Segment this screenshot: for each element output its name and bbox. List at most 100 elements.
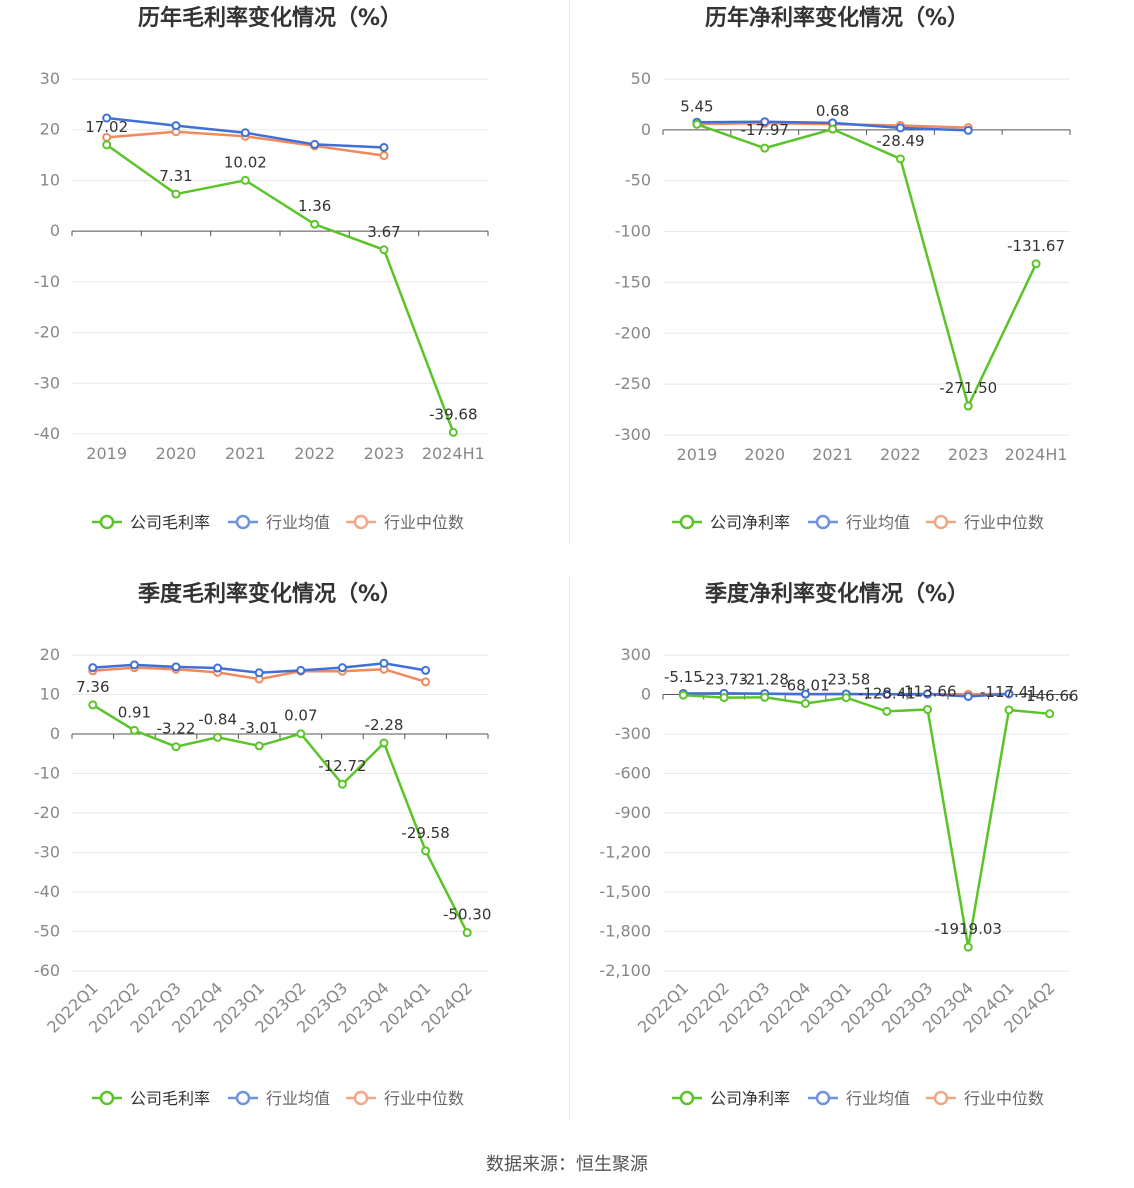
- data-point-company[interactable]: [448, 427, 458, 437]
- data-point-company[interactable]: [102, 140, 112, 150]
- data-label: 5.45: [680, 97, 713, 115]
- data-point-company[interactable]: [337, 779, 347, 789]
- legend-item-company[interactable]: 公司毛利率: [92, 1089, 210, 1108]
- data-point-avg[interactable]: [421, 665, 431, 675]
- data-label: -23.58: [822, 671, 870, 689]
- data-point-avg[interactable]: [129, 660, 139, 670]
- data-point-avg[interactable]: [963, 691, 973, 701]
- data-point-company[interactable]: [379, 738, 389, 748]
- data-label: 7.36: [76, 678, 109, 696]
- data-point-company[interactable]: [963, 401, 973, 411]
- data-point-avg[interactable]: [213, 663, 223, 673]
- data-point-company[interactable]: [254, 741, 264, 751]
- data-point-company[interactable]: [963, 942, 973, 952]
- data-point-company[interactable]: [421, 846, 431, 856]
- data-point-company[interactable]: [171, 742, 181, 752]
- data-point-avg[interactable]: [882, 689, 892, 699]
- y-tick-label: -300: [615, 724, 651, 743]
- data-point-company[interactable]: [923, 704, 933, 714]
- data-point-median[interactable]: [421, 677, 431, 687]
- data-point-avg[interactable]: [296, 665, 306, 675]
- legend-item-median[interactable]: 行业中位数: [926, 513, 1044, 532]
- data-point-avg[interactable]: [963, 125, 973, 135]
- x-tick-label: 2019: [86, 444, 127, 463]
- data-label: -0.84: [198, 710, 237, 728]
- y-tick-label: 300: [620, 645, 651, 664]
- chart-title: 季度毛利率变化情况（%）: [138, 581, 402, 607]
- legend-item-company[interactable]: 公司净利率: [672, 513, 790, 532]
- data-point-company[interactable]: [719, 693, 729, 703]
- legend-label: 公司毛利率: [130, 1089, 210, 1108]
- data-point-avg[interactable]: [800, 689, 810, 699]
- legend-label: 行业均值: [846, 513, 910, 532]
- data-label: 0.68: [816, 102, 849, 120]
- data-point-company[interactable]: [895, 154, 905, 164]
- data-point-company[interactable]: [213, 732, 223, 742]
- chart-svg-3: 季度净利率变化情况（%） 300 0 -300 -600 -900 -1,200 -1,500…: [599, 581, 1078, 1108]
- data-point-company[interactable]: [310, 219, 320, 229]
- chart-annual-net-margin: 历年净利率变化情况（%） 50 0 -50 -100 -150 -200 -250 -300 20…: [567, 0, 1134, 576]
- legend-label: 行业中位数: [964, 513, 1044, 532]
- data-point-avg[interactable]: [240, 128, 250, 138]
- data-point-company[interactable]: [379, 245, 389, 255]
- data-point-avg[interactable]: [337, 663, 347, 673]
- data-point-avg[interactable]: [171, 662, 181, 672]
- y-tick-label: 0: [50, 221, 60, 240]
- y-tick-label: -30: [34, 843, 60, 862]
- data-point-avg[interactable]: [171, 121, 181, 131]
- data-point-company[interactable]: [240, 175, 250, 185]
- data-point-avg[interactable]: [1004, 689, 1014, 699]
- y-tick-label: -150: [615, 272, 651, 291]
- data-label: 7.31: [159, 167, 192, 185]
- data-point-company[interactable]: [296, 729, 306, 739]
- data-label: -28.49: [876, 132, 924, 150]
- legend-item-avg[interactable]: 行业均值: [228, 513, 330, 532]
- legend-item-avg[interactable]: 行业均值: [808, 1089, 910, 1108]
- chart-quarterly-net-margin: 季度净利率变化情况（%） 300 0 -300 -600 -900 -1,200 -1,500…: [567, 576, 1134, 1152]
- data-point-company[interactable]: [760, 143, 770, 153]
- data-point-avg[interactable]: [310, 139, 320, 149]
- data-point-company[interactable]: [828, 124, 838, 134]
- data-point-company[interactable]: [1004, 705, 1014, 715]
- legend-item-avg[interactable]: 行业均值: [808, 513, 910, 532]
- data-point-company[interactable]: [129, 725, 139, 735]
- legend-item-avg[interactable]: 行业均值: [228, 1089, 330, 1108]
- chart-svg-1: 历年净利率变化情况（%） 50 0 -50 -100 -150 -200 -250 -300 20…: [615, 5, 1071, 532]
- data-point-company[interactable]: [800, 698, 810, 708]
- data-point-company[interactable]: [1031, 259, 1041, 269]
- data-point-avg[interactable]: [102, 113, 112, 123]
- legend-label: 行业中位数: [964, 1089, 1044, 1108]
- data-point-company[interactable]: [882, 706, 892, 716]
- legend-item-company[interactable]: 公司毛利率: [92, 513, 210, 532]
- data-point-avg[interactable]: [760, 117, 770, 127]
- y-tick-label: -10: [34, 764, 60, 783]
- data-point-avg[interactable]: [254, 668, 264, 678]
- data-point-company[interactable]: [1045, 709, 1055, 719]
- y-tick-label: -300: [615, 425, 651, 444]
- y-tick-label: 10: [40, 685, 60, 704]
- legend-item-company[interactable]: 公司净利率: [672, 1089, 790, 1108]
- x-tick-label: 2024H1: [422, 444, 485, 463]
- data-label: 3.67: [367, 223, 400, 241]
- data-point-median[interactable]: [379, 151, 389, 161]
- data-point-avg[interactable]: [88, 663, 98, 673]
- y-tick-label: -1,500: [599, 882, 651, 901]
- legend-item-median[interactable]: 行业中位数: [346, 1089, 464, 1108]
- data-point-avg[interactable]: [923, 689, 933, 699]
- legend-label: 行业中位数: [384, 513, 464, 532]
- data-point-company[interactable]: [88, 700, 98, 710]
- data-point-avg[interactable]: [895, 123, 905, 133]
- data-point-avg[interactable]: [379, 658, 389, 668]
- legend-item-median[interactable]: 行业中位数: [926, 1089, 1044, 1108]
- data-point-company[interactable]: [171, 189, 181, 199]
- data-point-avg[interactable]: [379, 142, 389, 152]
- x-tick-label: 2021: [225, 444, 266, 463]
- data-label: 0.91: [118, 703, 151, 721]
- data-point-company[interactable]: [692, 119, 702, 129]
- data-point-company[interactable]: [760, 692, 770, 702]
- data-point-company[interactable]: [462, 928, 472, 938]
- data-point-company[interactable]: [841, 693, 851, 703]
- y-tick-label: 0: [641, 120, 651, 139]
- data-point-company[interactable]: [678, 690, 688, 700]
- legend-item-median[interactable]: 行业中位数: [346, 513, 464, 532]
